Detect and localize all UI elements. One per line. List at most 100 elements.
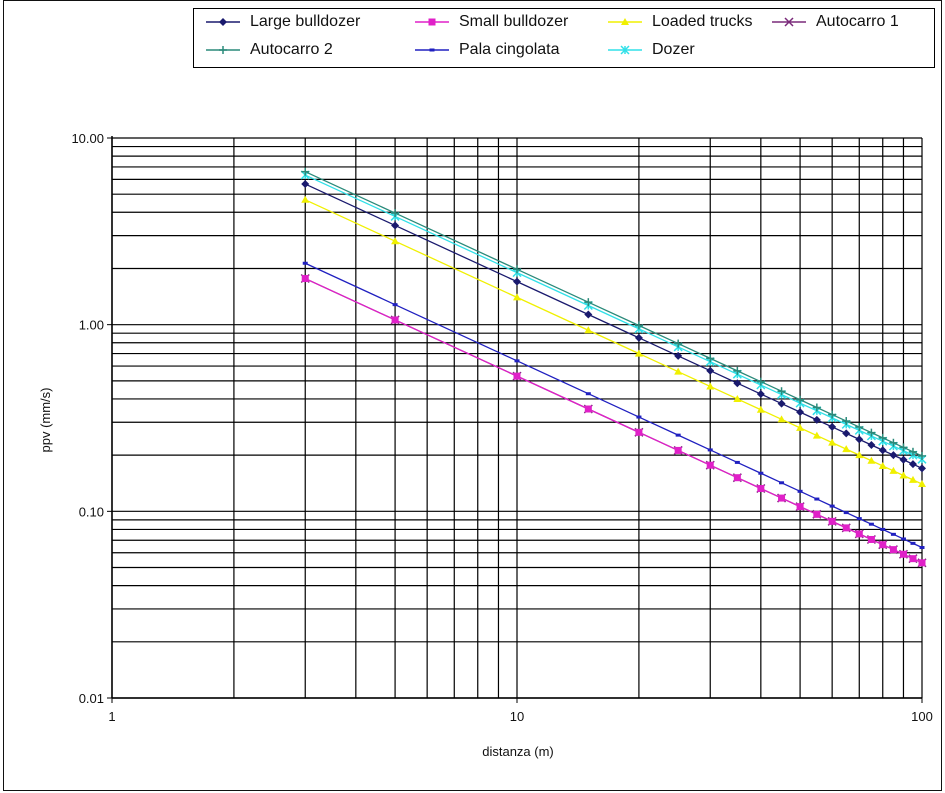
y-tick-label: 0.01: [79, 691, 104, 706]
data-point-loaded-trucks: [812, 431, 821, 439]
data-point-pala-cingolata: [758, 471, 764, 475]
x-tick-label: 10: [510, 709, 524, 724]
x-tick-label: 100: [911, 709, 933, 724]
legend: Large bulldozer Small bulldozer Loaded tru…: [193, 8, 935, 68]
data-point-small-bulldozer: [867, 535, 875, 543]
data-point-pala-cingolata: [392, 303, 398, 307]
data-point-small-bulldozer: [513, 372, 521, 380]
data-point-small-bulldozer: [828, 517, 836, 525]
legend-item-loaded-trucks: Loaded trucks: [602, 11, 753, 33]
y-tick-label: 0.10: [79, 504, 104, 519]
data-point-autocarro-2: [878, 433, 887, 442]
legend-swatch-large-bulldozer: [206, 18, 240, 26]
data-point-small-bulldozer: [909, 555, 917, 563]
data-point-pala-cingolata: [910, 541, 916, 545]
data-point-large-bulldozer: [918, 464, 926, 473]
data-point-loaded-trucks: [878, 461, 887, 469]
legend-item-pala-cingolata: Pala cingolata: [409, 39, 560, 61]
data-point-autocarro-2: [867, 428, 876, 437]
data-point-small-bulldozer: [855, 530, 863, 538]
data-point-pala-cingolata: [880, 527, 886, 531]
legend-swatch-marker: [621, 18, 629, 25]
data-point-small-bulldozer: [879, 541, 887, 549]
series-small-bulldozer: [301, 275, 926, 567]
data-point-small-bulldozer: [584, 405, 592, 413]
data-point-loaded-trucks: [513, 293, 521, 301]
data-point-loaded-trucks: [899, 471, 908, 479]
data-point-loaded-trucks: [777, 415, 786, 423]
legend-item-autocarro-2: Autocarro 2: [200, 39, 333, 61]
legend-label-loaded-trucks: Loaded trucks: [652, 13, 753, 30]
data-point-loaded-trucks: [756, 405, 765, 413]
data-point-autocarro-2: [842, 417, 851, 426]
legend-item-small-bulldozer: Small bulldozer: [409, 11, 568, 33]
data-point-autocarro-2: [733, 366, 742, 375]
grid-lines: [111, 137, 923, 699]
data-point-large-bulldozer: [756, 390, 765, 399]
data-point-autocarro-2: [634, 321, 643, 330]
data-point-autocarro-2: [889, 438, 898, 447]
data-point-pala-cingolata: [636, 415, 642, 419]
data-point-large-bulldozer: [889, 451, 898, 460]
data-point-large-bulldozer: [513, 277, 521, 286]
y-axis-title: ppv (mm/s): [38, 388, 53, 453]
data-point-pala-cingolata: [797, 489, 803, 493]
legend-swatch-marker: [429, 48, 435, 52]
data-point-pala-cingolata: [843, 511, 849, 515]
legend-item-autocarro-1: Autocarro 1: [766, 11, 899, 33]
data-point-autocarro-2: [756, 377, 765, 386]
x-tick-label: 1: [108, 709, 115, 724]
data-point-large-bulldozer: [908, 460, 917, 469]
data-point-autocarro-2: [301, 167, 310, 176]
data-point-loaded-trucks: [867, 456, 876, 464]
data-point-small-bulldozer: [733, 474, 741, 482]
data-point-pala-cingolata: [514, 359, 520, 363]
data-point-small-bulldozer: [757, 485, 765, 493]
data-point-small-bulldozer: [674, 446, 682, 454]
data-point-autocarro-2: [828, 410, 837, 419]
legend-swatch-loaded-trucks: [608, 18, 642, 25]
data-point-small-bulldozer: [635, 428, 643, 436]
data-point-small-bulldozer: [706, 461, 714, 469]
legend-swatch-marker: [784, 17, 794, 27]
data-point-large-bulldozer: [706, 366, 715, 375]
data-point-pala-cingolata: [585, 392, 591, 396]
data-point-large-bulldozer: [733, 379, 742, 388]
data-point-loaded-trucks: [706, 382, 715, 390]
legend-swatch-marker-stroke: [784, 17, 794, 27]
legend-label-autocarro-2: Autocarro 2: [250, 41, 333, 58]
data-point-large-bulldozer: [867, 440, 876, 449]
legend-swatch-marker: [428, 18, 436, 26]
data-point-autocarro-2: [674, 339, 683, 348]
data-point-loaded-trucks: [733, 394, 742, 402]
legend-label-pala-cingolata: Pala cingolata: [459, 41, 560, 58]
series-pala-cingolata: [302, 261, 925, 550]
data-point-autocarro-2: [584, 298, 593, 307]
data-point-loaded-trucks: [842, 445, 851, 453]
y-tick-label: 10.00: [71, 131, 104, 146]
legend-item-dozer: Dozer: [602, 39, 695, 61]
data-point-loaded-trucks: [908, 475, 917, 483]
data-point-large-bulldozer: [796, 408, 805, 417]
data-point-large-bulldozer: [812, 415, 821, 424]
chart-frame: [3, 0, 942, 791]
y-tick-label: 1.00: [79, 318, 104, 333]
data-point-large-bulldozer: [674, 351, 683, 360]
data-point-large-bulldozer: [855, 435, 864, 444]
legend-label-autocarro-1: Autocarro 1: [816, 13, 899, 30]
data-point-pala-cingolata: [900, 537, 906, 541]
data-point-small-bulldozer: [899, 550, 907, 558]
data-point-large-bulldozer: [301, 180, 310, 189]
data-point-loaded-trucks: [918, 480, 926, 488]
data-point-small-bulldozer: [842, 524, 850, 532]
data-point-large-bulldozer: [584, 310, 593, 319]
data-point-small-bulldozer: [918, 559, 926, 567]
data-point-autocarro-2: [899, 443, 908, 452]
data-point-small-bulldozer: [796, 503, 804, 511]
data-point-autocarro-2: [391, 209, 400, 218]
data-point-loaded-trucks: [855, 451, 864, 459]
data-point-pala-cingolata: [890, 532, 896, 536]
data-point-small-bulldozer: [889, 546, 897, 554]
data-point-pala-cingolata: [856, 517, 862, 521]
